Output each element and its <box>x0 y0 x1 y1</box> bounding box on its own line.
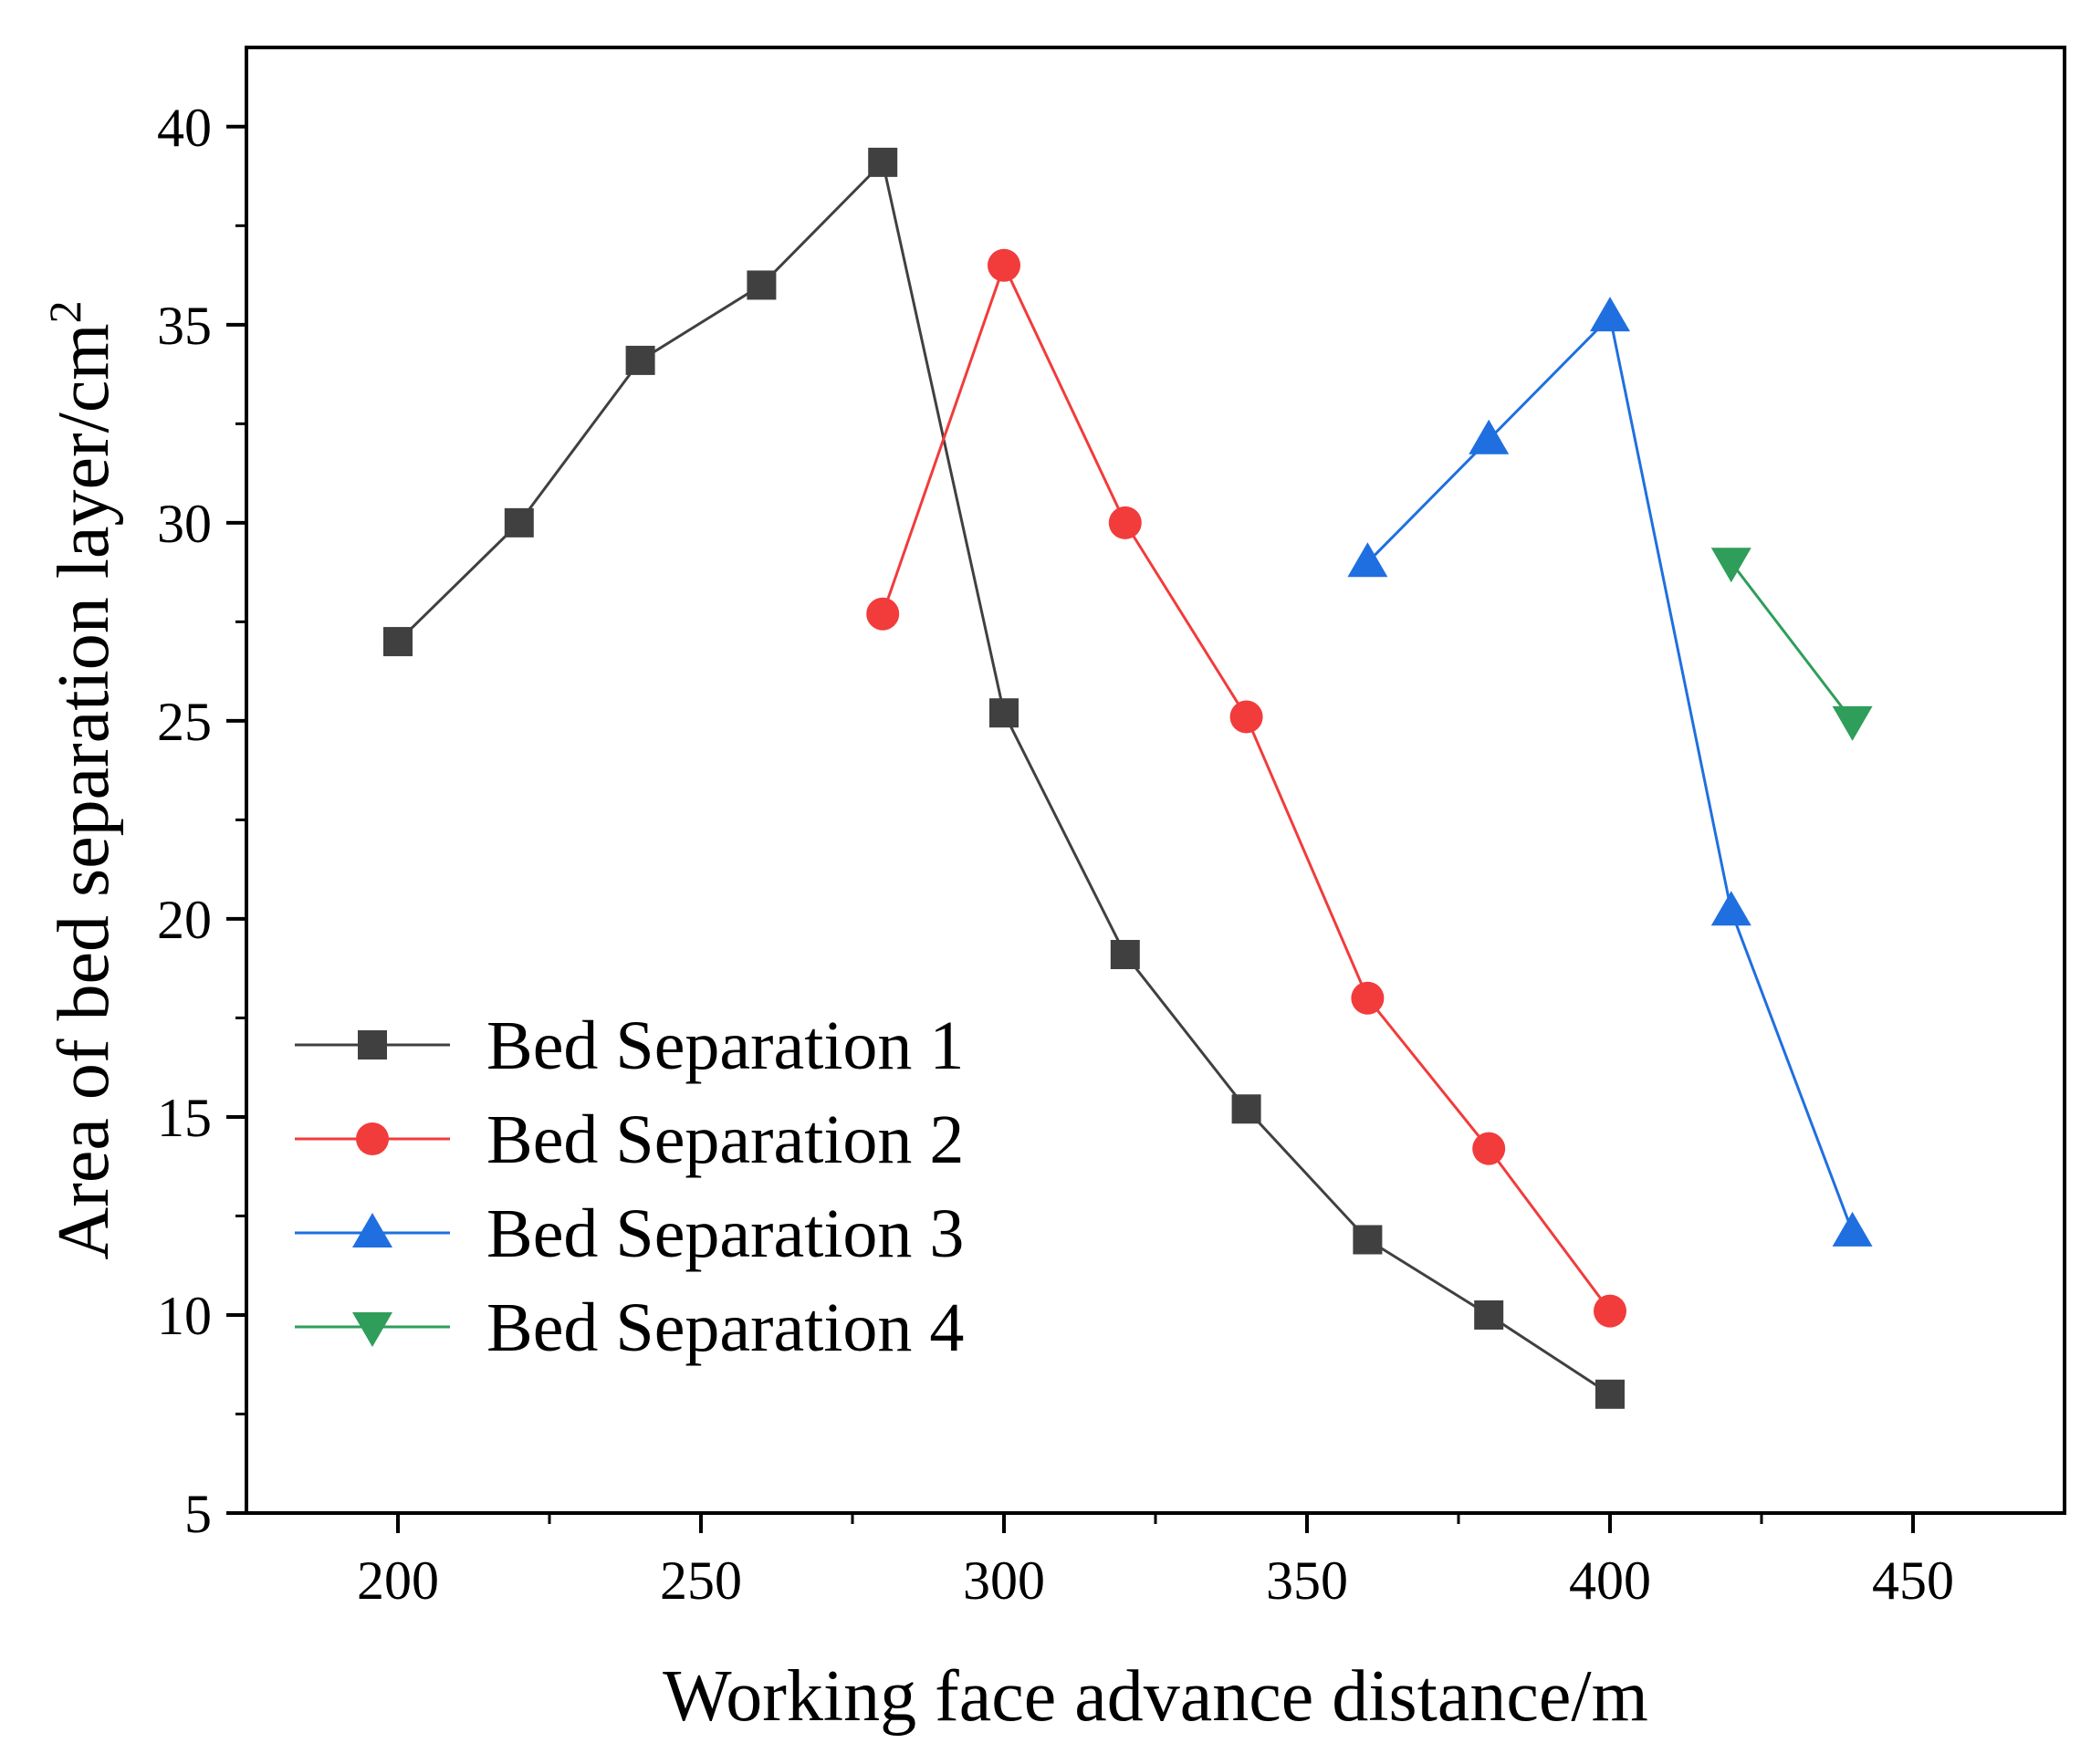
legend-label: Bed Separation 3 <box>486 1195 964 1272</box>
series-4 <box>1710 548 1873 741</box>
data-point-series-2 <box>1472 1132 1506 1165</box>
y-tick-label: 25 <box>157 692 212 752</box>
x-tick-label: 200 <box>357 1550 439 1611</box>
legend-label: Bed Separation 1 <box>486 1007 964 1084</box>
legend-item-2: Bed Separation 2 <box>295 1101 964 1178</box>
data-point-series-1 <box>1353 1225 1383 1255</box>
data-point-series-3 <box>1832 1211 1873 1247</box>
data-point-series-3 <box>1347 542 1388 578</box>
x-tick-label: 350 <box>1266 1550 1348 1611</box>
y-tick-label: 40 <box>157 98 212 158</box>
legend-marker <box>352 1213 392 1247</box>
legend-item-3: Bed Separation 3 <box>295 1195 964 1272</box>
y-tick-label: 10 <box>157 1286 212 1346</box>
data-point-series-2 <box>1351 981 1385 1015</box>
y-tick-label: 35 <box>157 296 212 356</box>
y-tick-label: 20 <box>157 890 212 950</box>
series-1 <box>383 147 1625 1409</box>
data-point-series-2 <box>988 248 1020 282</box>
axes-layer: 200 250 300 350 400 450 5 10 15 20 25 30 35 40 <box>157 46 2066 1611</box>
data-point-series-2 <box>866 597 900 631</box>
data-point-series-1 <box>504 507 534 538</box>
y-axis-title-superscript: 2 <box>39 300 90 323</box>
series-2 <box>866 248 1626 1328</box>
legend-marker <box>358 1030 387 1059</box>
legend-item-4: Bed Separation 4 <box>295 1289 964 1366</box>
y-axis-title-text: Area of bed separation layer/cm <box>44 323 124 1259</box>
x-tick-label: 450 <box>1872 1550 1954 1611</box>
data-point-series-1 <box>1474 1300 1504 1330</box>
series-line-4 <box>1730 561 1854 722</box>
data-point-series-1 <box>383 627 413 657</box>
series-layer <box>383 147 1873 1409</box>
y-tick-label: 15 <box>157 1088 212 1148</box>
data-point-series-1 <box>747 270 777 300</box>
data-point-series-3 <box>1710 891 1751 926</box>
data-point-series-4 <box>1832 705 1873 741</box>
x-tick-label: 300 <box>963 1550 1045 1611</box>
x-axis-title: Working face advance distance/m <box>663 1656 1648 1737</box>
data-point-series-1 <box>625 345 655 375</box>
legend-item-1: Bed Separation 1 <box>295 1007 964 1084</box>
data-point-series-2 <box>1229 700 1263 734</box>
series-3 <box>1347 297 1873 1247</box>
legend: Bed Separation 1 Bed Separation 2 Bed Sepa… <box>295 1007 964 1366</box>
data-point-series-1 <box>989 698 1019 728</box>
data-point-series-1 <box>868 147 898 177</box>
legend-label: Bed Separation 2 <box>486 1101 964 1178</box>
legend-marker <box>352 1312 392 1347</box>
x-tick-label: 400 <box>1569 1550 1651 1611</box>
data-point-series-1 <box>1110 939 1140 969</box>
data-point-series-2 <box>1594 1294 1626 1328</box>
data-point-series-1 <box>1231 1094 1261 1124</box>
x-tick-label: 250 <box>660 1550 742 1611</box>
y-tick-label: 5 <box>184 1484 212 1544</box>
data-point-series-4 <box>1710 548 1751 583</box>
y-tick-label: 30 <box>157 494 212 554</box>
data-point-series-3 <box>1469 419 1510 454</box>
data-point-series-3 <box>1590 297 1630 332</box>
data-point-series-1 <box>1595 1379 1625 1409</box>
legend-marker <box>356 1122 389 1155</box>
data-point-series-2 <box>1108 506 1142 539</box>
y-axis-title: Area of bed separation layer/cm2 <box>39 300 124 1259</box>
legend-label: Bed Separation 4 <box>486 1289 964 1366</box>
